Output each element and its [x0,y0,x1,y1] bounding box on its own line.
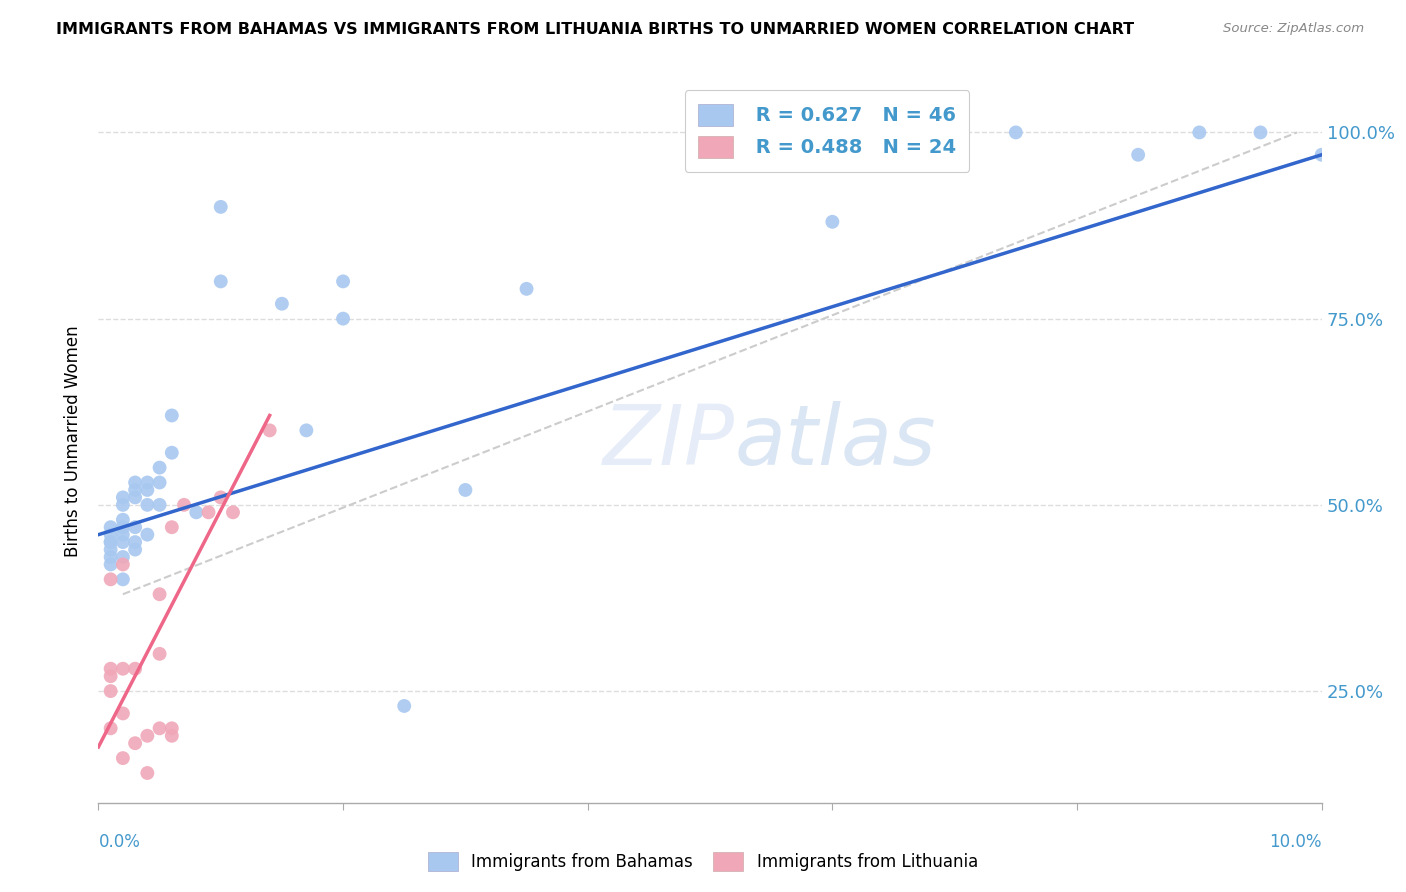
Point [259,423,281,437]
Point [821,215,844,229]
Point [1004,125,1026,139]
Legend: Immigrants from Bahamas, Immigrants from Lithuania: Immigrants from Bahamas, Immigrants from… [420,843,986,880]
Point [136,475,159,490]
Point [124,520,146,534]
Point [186,505,208,519]
Point [149,475,172,490]
Point [392,698,416,713]
Point [100,535,122,549]
Point [124,535,146,549]
Point [124,736,146,750]
Point [149,498,172,512]
Point [111,751,134,765]
Text: IMMIGRANTS FROM BAHAMAS VS IMMIGRANTS FROM LITHUANIA BIRTHS TO UNMARRIED WOMEN C: IMMIGRANTS FROM BAHAMAS VS IMMIGRANTS FR… [56,22,1135,37]
Point [1249,125,1271,139]
Point [270,297,292,311]
Point [136,729,159,743]
Point [454,483,477,497]
Point [295,423,318,437]
Point [100,684,122,698]
Point [149,587,172,601]
Point [111,572,134,586]
Point [111,706,134,721]
Point [100,572,122,586]
Point [111,549,134,564]
Point [209,200,232,214]
Point [209,274,232,288]
Text: Source: ZipAtlas.com: Source: ZipAtlas.com [1223,22,1364,36]
Point [136,527,159,541]
Point [111,527,134,541]
Point [332,274,354,288]
Point [100,721,122,735]
Point [124,491,146,505]
Point [111,662,134,676]
Point [516,282,538,296]
Point [111,558,134,572]
Point [209,491,232,505]
Point [111,513,134,527]
Text: ZIP: ZIP [603,401,734,482]
Point [124,475,146,490]
Point [136,483,159,497]
Point [111,535,134,549]
Text: atlas: atlas [734,401,936,482]
Point [149,460,172,475]
Point [100,549,122,564]
Point [222,505,245,519]
Point [197,505,219,519]
Point [149,721,172,735]
Point [100,527,122,541]
Point [136,766,159,780]
Point [100,558,122,572]
Point [111,498,134,512]
Point [111,520,134,534]
Point [160,721,183,735]
Text: 0.0%: 0.0% [98,833,141,851]
Point [149,647,172,661]
Legend:  R = 0.627   N = 46,  R = 0.488   N = 24: R = 0.627 N = 46, R = 0.488 N = 24 [685,90,969,172]
Point [160,729,183,743]
Point [100,542,122,557]
Y-axis label: Births to Unmarried Women: Births to Unmarried Women [65,326,83,558]
Point [332,311,354,326]
Point [173,498,195,512]
Point [160,409,183,423]
Point [124,542,146,557]
Point [160,520,183,534]
Point [100,535,122,549]
Text: 10.0%: 10.0% [1270,833,1322,851]
Point [1188,125,1211,139]
Point [111,491,134,505]
Point [124,662,146,676]
Point [100,520,122,534]
Point [100,669,122,683]
Point [124,483,146,497]
Point [136,498,159,512]
Point [1310,148,1333,162]
Point [1128,148,1150,162]
Point [160,446,183,460]
Point [100,662,122,676]
